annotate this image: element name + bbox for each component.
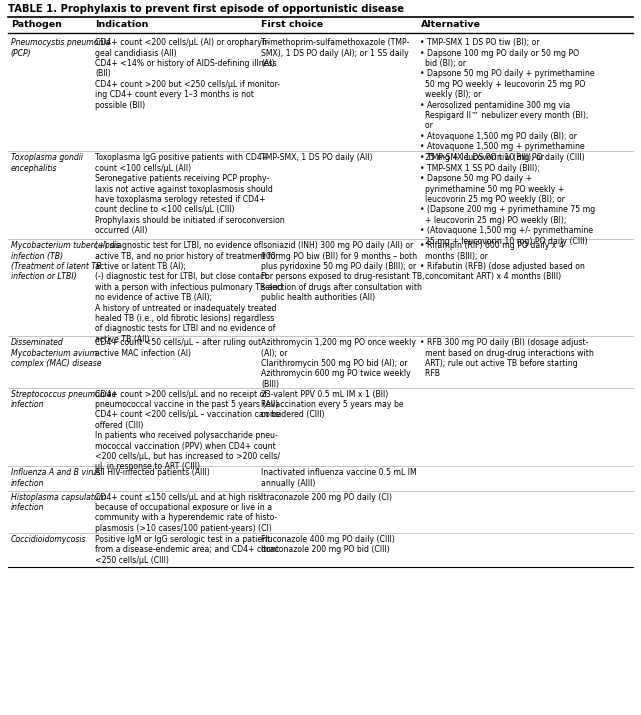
Text: Streptococcus pneumoniae
infection: Streptococcus pneumoniae infection [11, 390, 116, 409]
Text: All HIV-infected patients (AIII): All HIV-infected patients (AIII) [95, 468, 210, 478]
Text: Positive IgM or IgG serologic test in a patient
from a disease-endemic area; and: Positive IgM or IgG serologic test in a … [95, 535, 279, 565]
Text: CD4+ count >200 cells/μL and no receipt of
pneumococcal vaccine in the past 5 ye: CD4+ count >200 cells/μL and no receipt … [95, 390, 281, 471]
Text: Isoniazid (INH) 300 mg PO daily (AII) or
900 mg PO biw (BII) for 9 months – both: Isoniazid (INH) 300 mg PO daily (AII) or… [261, 241, 424, 302]
Text: CD4+ count ≤150 cells/μL and at high risk
because of occupational exposure or li: CD4+ count ≤150 cells/μL and at high ris… [95, 493, 278, 533]
Text: • TMP-SMX 1 DS PO tiw (BIII); or
• TMP-SMX 1 SS PO daily (BIII);
• Dapsone 50 mg: • TMP-SMX 1 DS PO tiw (BIII); or • TMP-S… [420, 154, 595, 245]
Text: Alternative: Alternative [420, 20, 481, 29]
Text: Disseminated
Mycobacterium avium
complex (MAC) disease: Disseminated Mycobacterium avium complex… [11, 338, 101, 368]
Text: Histoplasma capsulatum
infection: Histoplasma capsulatum infection [11, 493, 106, 512]
Text: TABLE 1. Prophylaxis to prevent first episode of opportunistic disease: TABLE 1. Prophylaxis to prevent first ep… [8, 4, 404, 14]
Text: Indication: Indication [95, 20, 149, 29]
Text: • Rifampin (RIF) 600 mg PO daily x 4
  months (BIII); or
• Rifabutin (RFB) (dose: • Rifampin (RIF) 600 mg PO daily x 4 mon… [420, 241, 585, 282]
Text: • TMP-SMX 1 DS PO tiw (BI); or
• Dapsone 100 mg PO daily or 50 mg PO
  bid (BI);: • TMP-SMX 1 DS PO tiw (BI); or • Dapsone… [420, 38, 595, 162]
Text: Inactivated influenza vaccine 0.5 mL IM
annually (AIII): Inactivated influenza vaccine 0.5 mL IM … [261, 468, 417, 488]
Text: • RFB 300 mg PO daily (BI) (dosage adjust-
  ment based on drug-drug interaction: • RFB 300 mg PO daily (BI) (dosage adjus… [420, 338, 594, 378]
Text: Trimethoprim-sulfamethoxazole (TMP-
SMX), 1 DS PO daily (AI); or 1 SS daily
(AI): Trimethoprim-sulfamethoxazole (TMP- SMX)… [261, 38, 409, 68]
Text: Azithromycin 1,200 mg PO once weekly
(AI); or
Clarithromycin 500 mg PO bid (AI);: Azithromycin 1,200 mg PO once weekly (AI… [261, 338, 416, 389]
Text: Toxoplasma gondii
encephalitis: Toxoplasma gondii encephalitis [11, 154, 83, 173]
Text: CD4+ count <200 cells/μL (AI) or oropharyn-
geal candidiasis (AII)
CD4+ <14% or : CD4+ count <200 cells/μL (AI) or orophar… [95, 38, 280, 109]
Text: Toxoplasma IgG positive patients with CD4+
count <100 cells/μL (AII)
Seronegativ: Toxoplasma IgG positive patients with CD… [95, 154, 285, 235]
Text: Fluconazole 400 mg PO daily (CIII)
Itraconazole 200 mg PO bid (CIII): Fluconazole 400 mg PO daily (CIII) Itrac… [261, 535, 395, 554]
Text: (+) diagnostic test for LTBI, no evidence of
active TB, and no prior history of : (+) diagnostic test for LTBI, no evidenc… [95, 241, 283, 344]
Text: CD4+ count <50 cells/μL – after ruling out
active MAC infection (AI): CD4+ count <50 cells/μL – after ruling o… [95, 338, 262, 358]
Text: Coccidioidomycosis: Coccidioidomycosis [11, 535, 86, 544]
Text: Mycobacterium tuberculosis
infection (TB)
(Treatment of latent TB
infection or L: Mycobacterium tuberculosis infection (TB… [11, 241, 120, 282]
Text: Pathogen: Pathogen [11, 20, 62, 29]
Text: Pneumocystis pneumonia
(PCP): Pneumocystis pneumonia (PCP) [11, 38, 110, 58]
Text: Influenza A and B virus
infection: Influenza A and B virus infection [11, 468, 100, 488]
Text: Itraconazole 200 mg PO daily (CI): Itraconazole 200 mg PO daily (CI) [261, 493, 392, 502]
Text: TMP-SMX, 1 DS PO daily (AII): TMP-SMX, 1 DS PO daily (AII) [261, 154, 372, 162]
Text: First choice: First choice [261, 20, 323, 29]
Text: 23-valent PPV 0.5 mL IM x 1 (BII)
Revaccination every 5 years may be
considered : 23-valent PPV 0.5 mL IM x 1 (BII) Revacc… [261, 390, 404, 420]
